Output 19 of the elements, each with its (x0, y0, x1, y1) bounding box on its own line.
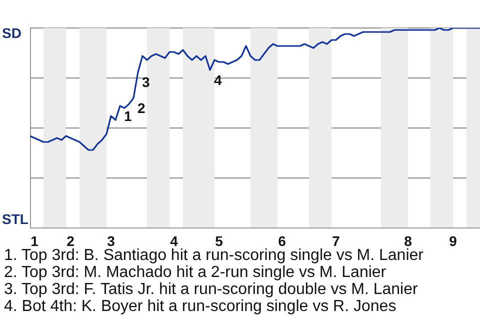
text: SD (2, 25, 22, 41)
x-tick-label: 1 (30, 232, 39, 249)
annotation: 4 (214, 72, 222, 88)
annotation: 1 (124, 108, 132, 124)
x-tick-label: 9 (449, 232, 458, 249)
annotation: 2 (138, 100, 146, 116)
text: 4. Bot 4th: K. Boyer hit a run-scoring single vs R. Jones (4, 298, 398, 315)
text: 3. Top 3rd: F. Tatis Jr. hit a run-scoring double vs M. Lanier (4, 281, 419, 298)
text: 1. Top 3rd: B. Santiago hit a run-scoring single vs M. Lanier (4, 247, 424, 264)
x-tick-label: 7 (332, 232, 340, 249)
x-tick-label: 8 (404, 232, 412, 249)
x-tick-label: 4 (170, 232, 178, 249)
annotation: 3 (142, 74, 150, 90)
text: 2. Top 3rd: M. Machado hit a 2-run single vs M. Lanier (4, 264, 388, 281)
text: STL (2, 211, 28, 227)
x-tick-label: 3 (107, 232, 116, 249)
x-tick-label: 2 (66, 232, 75, 249)
x-tick-label: 5 (215, 232, 224, 249)
x-tick-label: 6 (278, 232, 286, 249)
